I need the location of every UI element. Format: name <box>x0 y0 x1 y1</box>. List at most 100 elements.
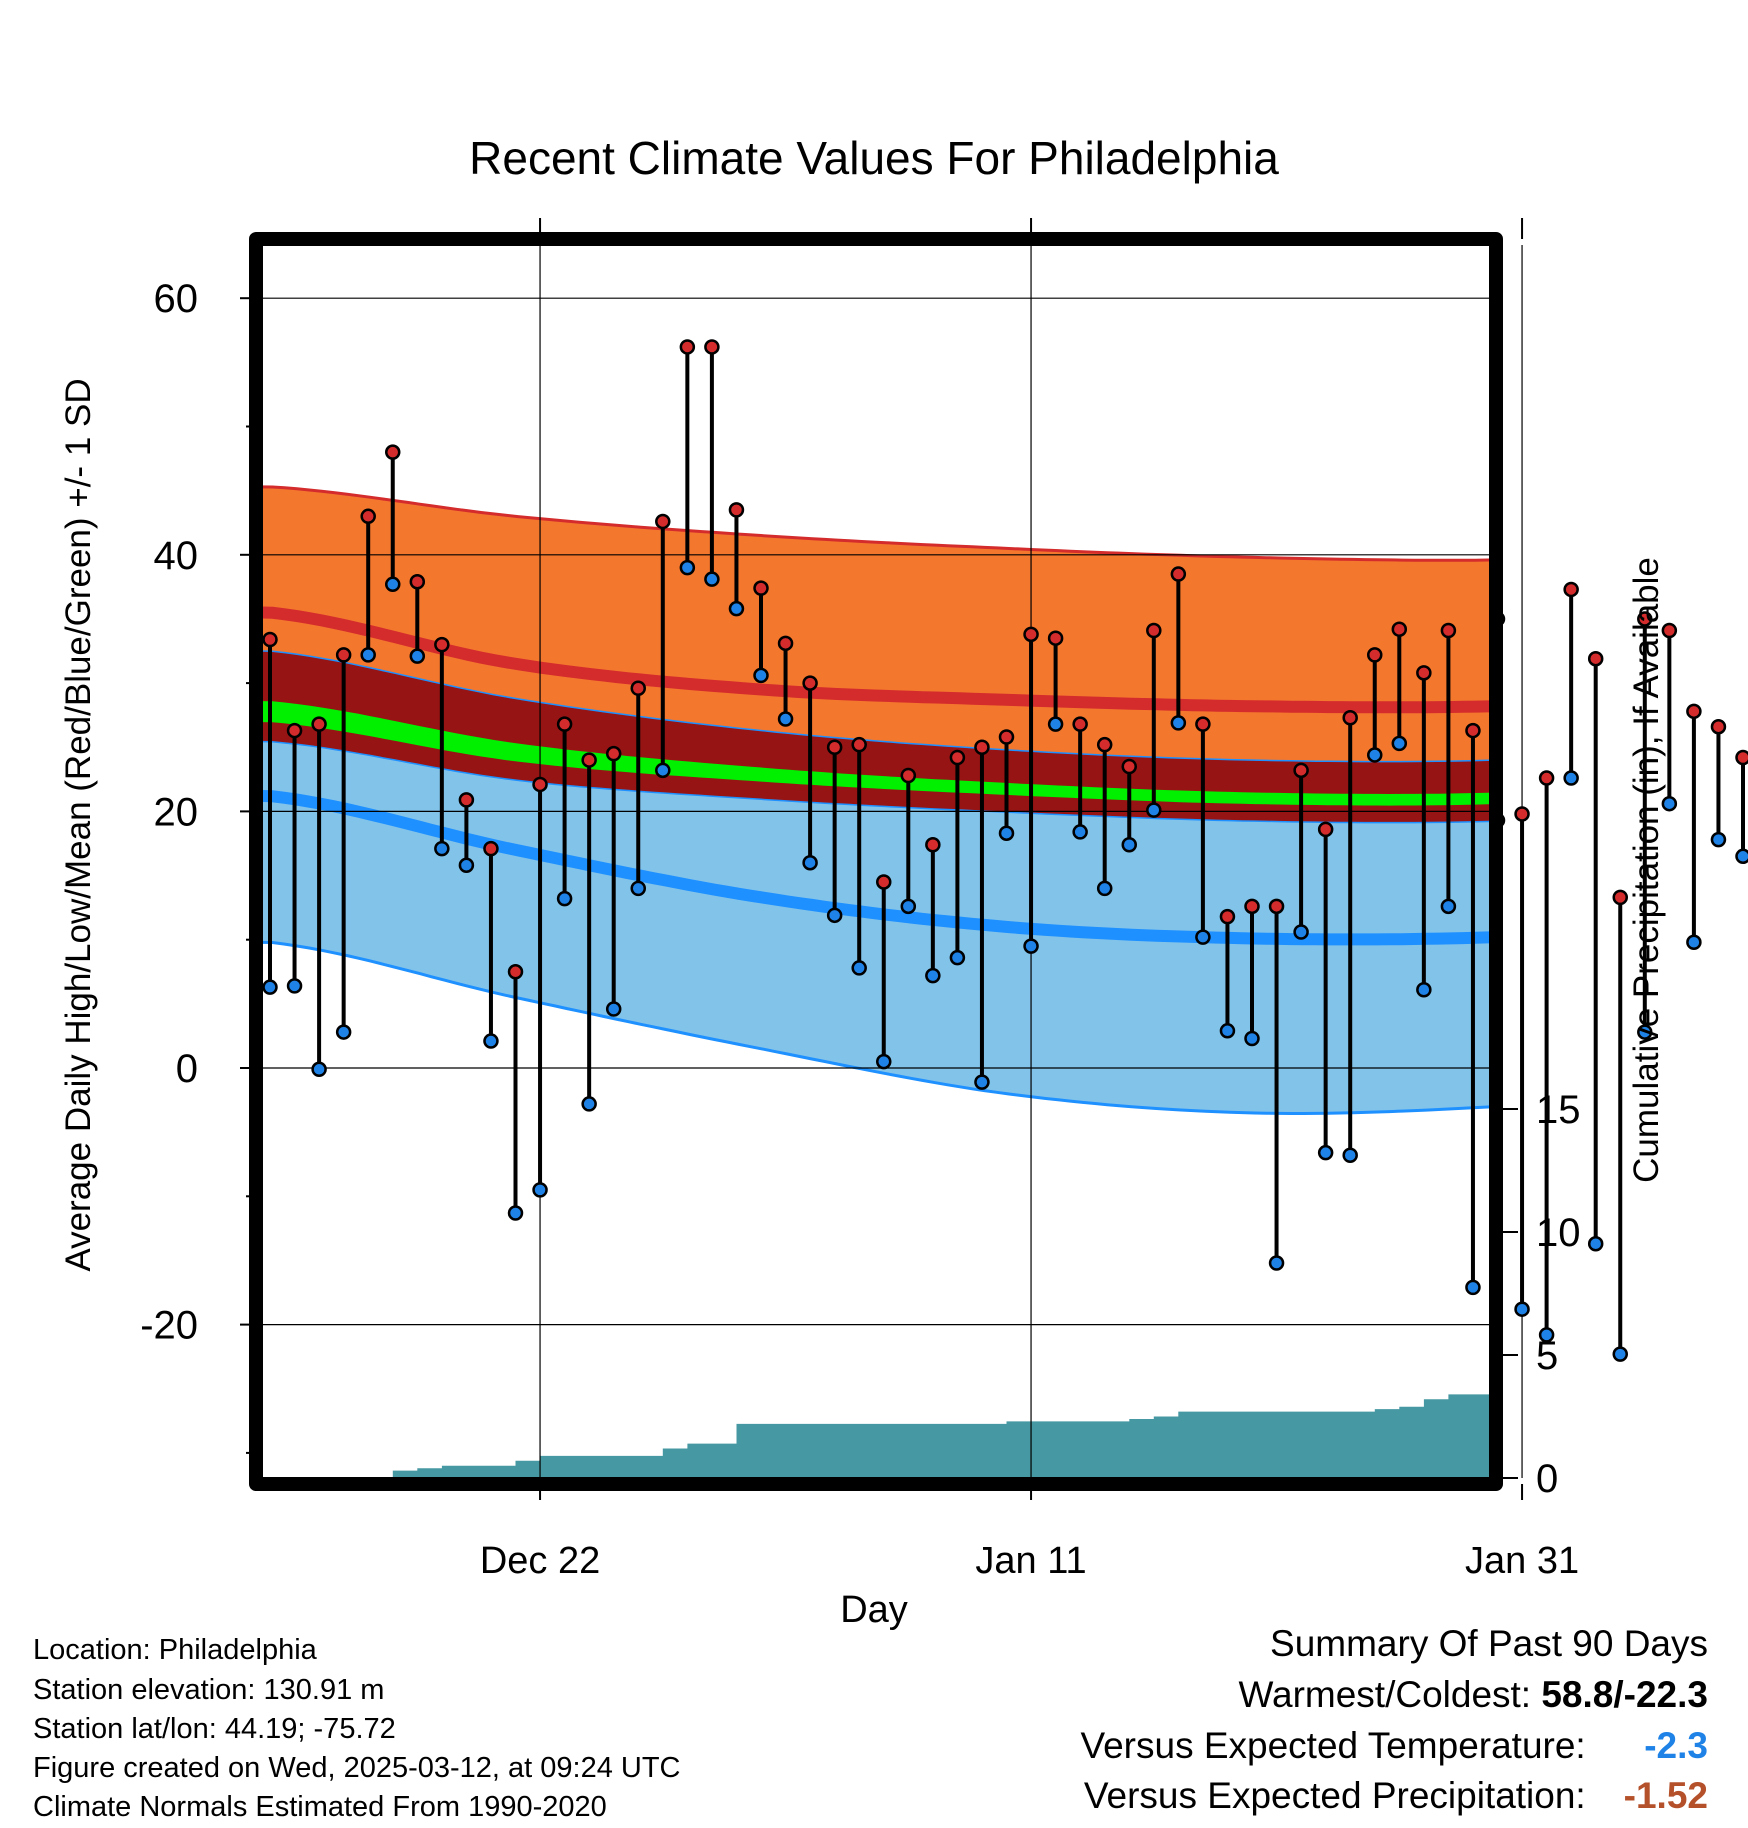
high-point <box>826 739 843 755</box>
high-point <box>1440 622 1457 639</box>
high-point <box>949 749 966 766</box>
low-point <box>507 1205 524 1221</box>
low-point <box>1268 1255 1285 1271</box>
low-point <box>1072 824 1088 840</box>
high-point <box>311 716 327 732</box>
low-point <box>1612 1346 1628 1362</box>
high-point <box>1268 898 1285 915</box>
y2-tick-label: 0 <box>1536 1457 1558 1501</box>
high-point <box>1023 626 1039 643</box>
summary-temp-value: -2.3 <box>1644 1725 1708 1766</box>
low-point <box>1195 929 1211 945</box>
high-point <box>1121 758 1137 775</box>
high-point <box>1735 749 1748 766</box>
low-point <box>1661 795 1678 812</box>
high-point <box>556 716 573 732</box>
high-point <box>802 675 818 691</box>
low-point <box>1416 981 1432 998</box>
y2-tick-label: 5 <box>1536 1334 1558 1378</box>
low-point <box>335 1024 352 1040</box>
summary-temp: Versus Expected Temperature: -2.3 <box>1080 1727 1708 1764</box>
high-point <box>851 736 867 753</box>
plot-frame <box>249 232 1503 1491</box>
daily-points <box>262 339 1748 1362</box>
high-point <box>1047 630 1064 646</box>
low-point <box>1391 735 1408 752</box>
y-tick-label: 0 <box>176 1047 198 1091</box>
low-point <box>679 559 696 576</box>
low-point <box>458 857 475 874</box>
high-point <box>483 840 499 857</box>
low-point <box>1710 831 1727 848</box>
y-tick-label: 40 <box>154 534 199 578</box>
high-normal-line <box>262 606 1490 714</box>
high-point <box>1416 665 1432 681</box>
high-point <box>925 837 941 853</box>
low-point <box>1219 1023 1236 1039</box>
high-point <box>532 776 548 793</box>
summary-temp-label: Versus Expected Temperature: <box>1080 1725 1586 1766</box>
summary-precip: Versus Expected Precipitation: -1.52 <box>1084 1777 1708 1814</box>
low-point <box>1514 1301 1530 1317</box>
high-point <box>385 444 401 460</box>
low-point <box>434 840 450 857</box>
low-point <box>728 600 745 617</box>
high-point <box>360 508 376 525</box>
high-point <box>1367 647 1383 663</box>
high-point <box>1096 736 1113 753</box>
high-point <box>1391 621 1408 637</box>
high-point <box>1514 806 1530 822</box>
high-point <box>605 745 622 762</box>
low-point <box>1465 1279 1481 1296</box>
low-point <box>704 571 720 587</box>
high-point <box>434 636 450 653</box>
precipitation-series <box>270 1394 1490 1478</box>
secondary-y-axis-label: Cumulative Precipitation (in), If Availa… <box>1627 557 1666 1183</box>
low-point <box>753 667 769 684</box>
low-point <box>1047 716 1064 732</box>
y2-tick-label: 15 <box>1536 1088 1581 1132</box>
high-point <box>458 792 475 808</box>
high-point <box>1293 762 1309 779</box>
low-point <box>949 949 966 966</box>
x-axis-label: Day <box>840 1589 908 1631</box>
info-created: Figure created on Wed, 2025-03-12, at 09… <box>33 1752 681 1784</box>
high-point <box>1244 898 1260 915</box>
high-point <box>1170 566 1187 582</box>
mean-upper-edge <box>262 650 1490 763</box>
low-point <box>605 1001 622 1017</box>
x-tick-label: Dec 22 <box>480 1540 600 1582</box>
low-point <box>286 978 303 994</box>
low-point <box>1121 837 1137 853</box>
low-point <box>1735 848 1748 865</box>
high-point <box>876 874 892 890</box>
high-point <box>1146 622 1162 639</box>
low-point <box>385 576 401 593</box>
high-point <box>777 635 794 652</box>
y-tick-label: 60 <box>154 277 199 321</box>
high-point <box>1195 716 1211 732</box>
info-location: Location: Philadelphia <box>33 1634 317 1666</box>
low-point <box>262 979 278 995</box>
low-point <box>1563 770 1579 786</box>
high-point <box>409 573 426 590</box>
high-point <box>1342 709 1358 726</box>
low-point <box>1587 1236 1604 1252</box>
x-tick-label: Jan 31 <box>1465 1540 1579 1582</box>
y-tick-label: 20 <box>154 790 199 834</box>
summary-heading: Summary Of Past 90 Days <box>1270 1623 1708 1664</box>
low-point <box>777 711 794 727</box>
daily-range-stems <box>268 346 1745 1355</box>
low-point <box>556 890 573 907</box>
low-point <box>1023 938 1039 954</box>
low-point <box>998 825 1015 841</box>
low-point <box>409 648 426 664</box>
x-tick-label: Jan 11 <box>975 1540 1086 1582</box>
mean-normal-line <box>262 701 1490 806</box>
high-point <box>1317 821 1334 838</box>
summary-precip-value: -1.52 <box>1623 1775 1708 1816</box>
info-latlon: Station lat/lon: 44.19; -75.72 <box>33 1713 396 1745</box>
low-point <box>1293 924 1309 940</box>
